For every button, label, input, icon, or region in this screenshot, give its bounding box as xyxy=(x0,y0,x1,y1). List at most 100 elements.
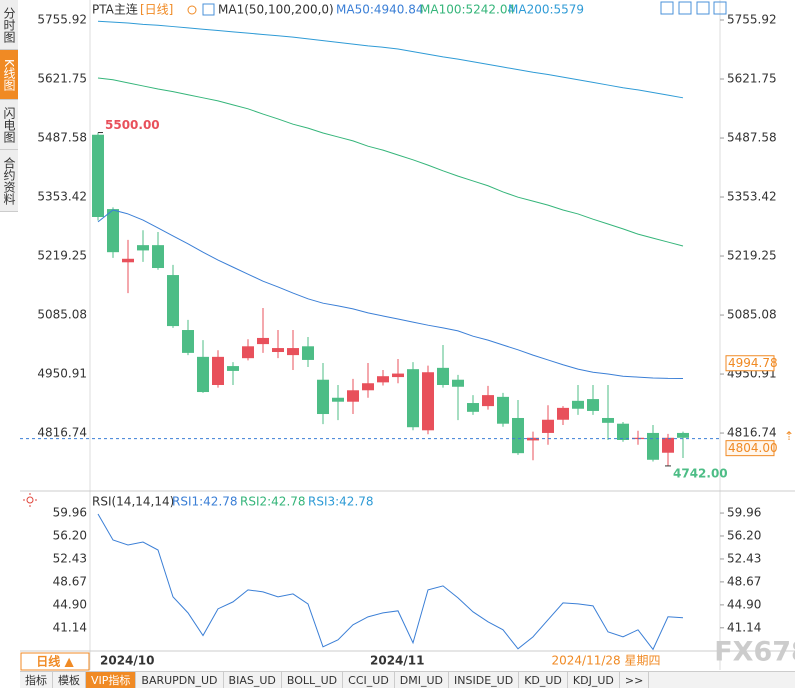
candle-body xyxy=(482,395,494,407)
y-tick-label-left: 5219.25 xyxy=(37,249,87,263)
candle-body xyxy=(302,346,314,360)
candle-body xyxy=(122,258,134,263)
tool-tab[interactable]: BIAS_UD xyxy=(224,672,282,688)
y-tick-label-left: 4816.74 xyxy=(37,426,87,440)
rsi-line xyxy=(97,513,684,651)
candle-body xyxy=(317,379,329,415)
cursor-price-box xyxy=(725,355,775,372)
candle-body xyxy=(182,330,194,353)
y-tick-label: 41.14 xyxy=(727,620,761,634)
candle-body xyxy=(227,366,239,371)
y-tick-label-left: 5487.58 xyxy=(37,131,87,145)
tool-tab[interactable]: KD_UD xyxy=(519,672,568,688)
y-tick-label: 5085.08 xyxy=(727,308,777,322)
y-tick-label-left: 44.90 xyxy=(53,597,87,611)
candle-body xyxy=(167,275,179,327)
candle-body xyxy=(212,356,224,385)
tool-tab[interactable]: >> xyxy=(620,672,650,688)
watermark: FX678 xyxy=(714,637,795,668)
side-tab[interactable]: K线图 xyxy=(0,50,18,100)
period-button[interactable]: 日线 ▲ xyxy=(36,654,74,669)
legend-item: RSI1:42.78 xyxy=(172,495,238,509)
icon[interactable] xyxy=(678,1,692,15)
last-price-box xyxy=(725,440,775,457)
candle-body xyxy=(287,348,299,356)
candle-body xyxy=(152,245,164,269)
tool-tab[interactable]: VIP指标 xyxy=(86,672,137,688)
candle-body xyxy=(332,397,344,402)
rsi-title: RSI(14,14,14) xyxy=(92,495,174,509)
y-tick-label: 5755.92 xyxy=(727,13,777,27)
high-label: 5500.00 xyxy=(105,118,160,132)
candle-body xyxy=(242,346,254,359)
y-tick-label-left: 59.96 xyxy=(53,506,87,520)
period[interactable]: [日线] xyxy=(140,3,173,17)
y-tick-label-left: 5621.75 xyxy=(37,72,87,86)
candle-body xyxy=(452,379,464,387)
period-button-box[interactable] xyxy=(20,652,90,671)
candle-body xyxy=(392,373,404,378)
cursor-price-label: 4994.78 xyxy=(728,356,778,370)
y-tick-label: 56.20 xyxy=(727,528,761,542)
y-tick-label: 5621.75 xyxy=(727,72,777,86)
x-tick-label: 2024/11 xyxy=(370,654,424,668)
legend-item: MA200:5579 xyxy=(508,3,584,17)
candle-body xyxy=(407,369,419,428)
tool-tab[interactable]: BARUPDN_UD xyxy=(136,672,224,688)
candle-body xyxy=(137,245,149,251)
tool-tab[interactable]: BOLL_UD xyxy=(282,672,344,688)
legend-item: RSI2:42.78 xyxy=(240,495,306,509)
toolbar: 指标 模板 VIP指标 BARUPDN_UD BIAS_UD BOLL_UD C… xyxy=(20,671,795,688)
candle-body xyxy=(572,400,584,409)
side-tab[interactable]: 合约资料 xyxy=(0,150,18,212)
y-tick-label-left: 56.20 xyxy=(53,528,87,542)
candle-body xyxy=(347,390,359,402)
indicator: MA1(50,100,200,0) xyxy=(218,3,334,17)
tool-tab[interactable]: INSIDE_UD xyxy=(449,672,520,688)
last-price-arrow: ⇡ xyxy=(784,429,794,443)
candle-body xyxy=(272,348,284,353)
y-tick-label-left: 5353.42 xyxy=(37,190,87,204)
tool-tab[interactable]: CCI_UD xyxy=(343,672,395,688)
side-tab[interactable]: 分时图 xyxy=(0,0,18,50)
candle-body xyxy=(557,407,569,420)
side-tab[interactable]: 闪电图 xyxy=(0,100,18,150)
icon[interactable] xyxy=(696,1,710,15)
x-tick-label: 2024/10 xyxy=(100,654,154,668)
legend-item: MA50:4940.84 xyxy=(336,3,424,17)
candle-body xyxy=(197,356,209,393)
candle-body xyxy=(617,423,629,440)
cursor-date: 2024/11/28 星期四 xyxy=(552,654,661,668)
icon[interactable] xyxy=(660,1,674,15)
low-label: 4742.00 xyxy=(673,466,728,480)
y-tick-label-left: 48.67 xyxy=(53,574,87,588)
candle-body xyxy=(467,403,479,412)
y-tick-label: 44.90 xyxy=(727,597,761,611)
candle-body xyxy=(512,417,524,454)
candle-body xyxy=(257,337,269,345)
settings-icon[interactable] xyxy=(23,493,37,507)
tool-tab[interactable]: 指标 xyxy=(20,672,53,688)
tool-tab[interactable]: KDJ_UD xyxy=(568,672,620,688)
icon[interactable] xyxy=(713,1,727,15)
chart-title: PTA主连 xyxy=(92,2,138,17)
period-icon[interactable] xyxy=(187,5,197,15)
y-tick-label: 48.67 xyxy=(727,574,761,588)
candle-body xyxy=(377,376,389,383)
y-tick-label-left: 41.14 xyxy=(53,620,87,634)
tool-tab[interactable]: DMI_UD xyxy=(395,672,450,688)
ma-line xyxy=(97,20,684,99)
tool-tab[interactable]: 模板 xyxy=(53,672,86,688)
y-tick-label-left: 4950.91 xyxy=(37,367,87,381)
y-tick-label-left: 5755.92 xyxy=(37,13,87,27)
y-tick-label: 59.96 xyxy=(727,506,761,520)
y-tick-label: 52.43 xyxy=(727,551,761,565)
indicator-icon[interactable] xyxy=(202,3,215,16)
toolbar-icons xyxy=(660,1,727,15)
candle-body xyxy=(422,372,434,431)
last-price-label: 4804.00 xyxy=(728,441,778,455)
candle-body xyxy=(437,367,449,385)
candle-body xyxy=(602,417,614,423)
